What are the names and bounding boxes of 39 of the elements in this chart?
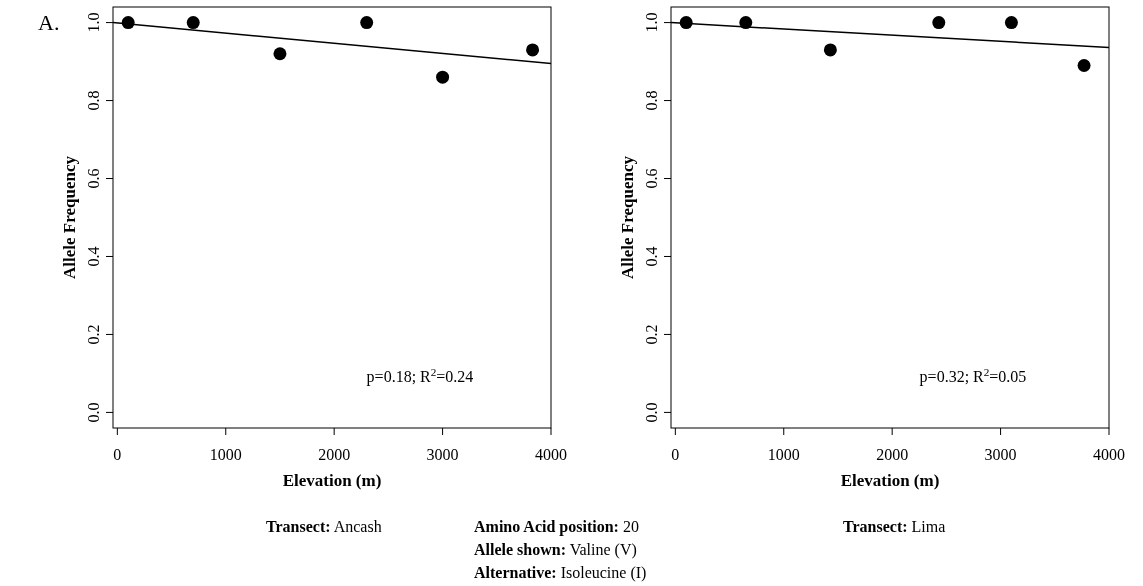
x-tick-label: 2000 [318, 446, 351, 463]
x-tick-label: 1000 [209, 446, 242, 463]
x-tick-label: 1000 [767, 446, 800, 463]
x-tick-label: 0 [671, 446, 680, 463]
point [273, 47, 287, 61]
point [436, 70, 450, 84]
y-tick-label: 1.0 [85, 12, 102, 33]
x-tick-label: 0 [113, 446, 122, 463]
y-axis-title: Allele Frequency [618, 155, 637, 279]
y-tick-label: 0.0 [85, 402, 102, 423]
annotation: p=0.18; R$^{2}$=0.24 [366, 366, 474, 386]
y-tick-label: 0.0 [643, 402, 660, 423]
point [186, 16, 200, 30]
y-tick-label: 0.4 [643, 246, 660, 267]
y-tick-label: 0.2 [85, 324, 102, 345]
point [526, 43, 540, 57]
x-tick-label: 3000 [984, 446, 1017, 463]
text: Allele shown: Valine (V) [474, 541, 637, 559]
y-tick-label: 0.6 [85, 168, 102, 189]
text: Transect: Ancash [266, 518, 382, 535]
y-tick-label: 0.2 [643, 324, 660, 345]
point [360, 16, 374, 30]
text: Amino Acid position: 20 [474, 518, 639, 536]
x-axis-title: Elevation (m) [840, 471, 940, 490]
x-axis-title: Elevation (m) [282, 471, 382, 490]
annotation: p=0.32; R$^{2}$=0.05 [919, 366, 1027, 386]
y-tick-label: 1.0 [643, 12, 660, 33]
y-tick-label: 0.6 [643, 168, 660, 189]
x-tick-label: 4000 [1093, 446, 1125, 463]
x-tick-label: 3000 [426, 446, 459, 463]
text: Transect: Lima [843, 518, 946, 535]
text: A. [38, 10, 60, 35]
y-tick-label: 0.8 [643, 90, 660, 111]
y-tick-label: 0.8 [85, 90, 102, 111]
y-tick-label: 0.4 [85, 246, 102, 267]
x-tick-label: 4000 [535, 446, 567, 463]
x-tick-label: 2000 [876, 446, 909, 463]
y-axis-title: Allele Frequency [60, 155, 79, 279]
text: Alternative: Isoleucine (I) [474, 564, 647, 582]
